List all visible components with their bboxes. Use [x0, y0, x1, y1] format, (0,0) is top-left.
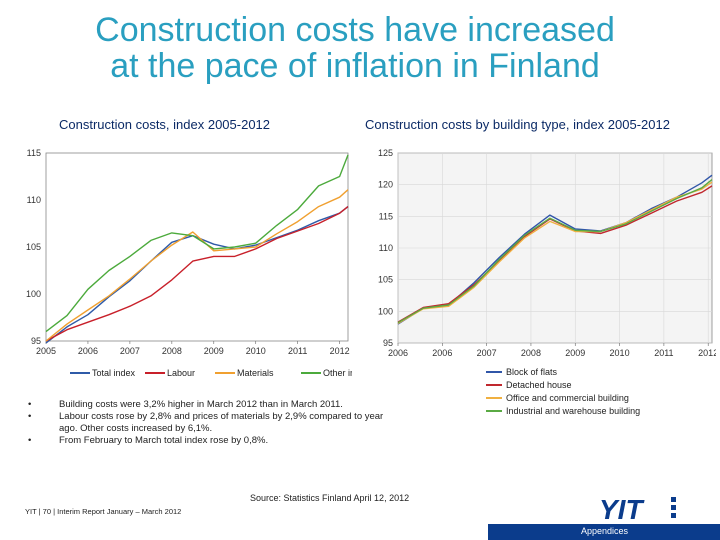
note-item: • From February to March total index rose… — [28, 435, 388, 447]
note-item: • Building costs were 3,2% higher in Marc… — [28, 399, 388, 411]
legend-label: Detached house — [506, 380, 572, 390]
building-type-cost-index-chart: 95 100 105 110 115 120 125 2006 2006 2007 2008 2009… — [378, 148, 716, 416]
bullet-icon: • — [28, 411, 32, 422]
x-tick-label: 2008 — [162, 346, 182, 356]
note-text: Building costs were 3,2% higher in March… — [59, 399, 343, 410]
footer-text: YIT | 70 | Interim Report January – Marc… — [25, 507, 182, 516]
x-tick-label: 2010 — [246, 346, 266, 356]
y-tick-label: 110 — [379, 243, 393, 253]
y-tick-label: 115 — [379, 211, 393, 221]
note-text: Labour costs rose by 2,8% and prices of … — [59, 411, 384, 434]
legend-label: Total index — [92, 368, 136, 378]
x-tick-label: 2012 — [330, 346, 350, 356]
y-tick-label: 120 — [378, 180, 393, 190]
bottom-bar: Appendices — [488, 524, 720, 540]
note-text: From February to March total index rose … — [59, 435, 269, 446]
legend-item: Detached house — [486, 380, 572, 390]
legend-label: Office and commercial building — [506, 393, 629, 403]
left-chart-heading: Construction costs, index 2005-2012 — [59, 117, 271, 132]
logo-dot — [671, 513, 676, 518]
slide-title-line-1: Construction costs have increased — [95, 11, 615, 49]
legend-label: Other inputs — [323, 368, 352, 378]
legend-item: Labour — [145, 368, 195, 378]
series-line — [45, 189, 349, 342]
y-tick-label: 110 — [27, 195, 41, 205]
x-tick-label: 2005 — [36, 346, 56, 356]
legend-item: Office and commercial building — [486, 393, 629, 403]
x-tick-label: 2006 — [78, 346, 98, 356]
legend-item: Industrial and warehouse building — [486, 406, 640, 416]
bullet-icon: • — [28, 399, 32, 410]
y-tick-label: 105 — [378, 275, 393, 285]
y-tick-label: 95 — [31, 336, 41, 346]
legend-item: Block of flats — [486, 367, 558, 377]
x-tick-label: 2012 — [698, 348, 716, 358]
bullet-icon: • — [28, 435, 32, 446]
x-tick-label: 2006 — [388, 348, 408, 358]
series-line — [397, 179, 713, 324]
x-tick-label: 2007 — [477, 348, 497, 358]
legend-item: Total index — [70, 368, 136, 378]
x-tick-label: 2007 — [120, 346, 140, 356]
slide-title-line-2: at the pace of inflation in Finland — [110, 47, 600, 85]
x-tick-label: 2008 — [521, 348, 541, 358]
x-tick-label: 2009 — [204, 346, 224, 356]
y-tick-label: 95 — [383, 338, 393, 348]
yit-logo-text: YIT — [599, 495, 645, 523]
series-line — [45, 206, 349, 342]
legend-item: Other inputs — [301, 368, 352, 378]
x-tick-label: 2011 — [654, 348, 673, 358]
slide-title: Construction costs have increased at the… — [0, 12, 710, 84]
y-tick-label: 105 — [26, 242, 41, 252]
yit-logo: YIT — [599, 495, 676, 523]
construction-cost-index-chart: 95 100 105 110 115 2005 2006 2007 2008 2009 2010 20… — [26, 148, 352, 378]
legend-item: Materials — [215, 368, 274, 378]
note-item: • Labour costs rose by 2,8% and prices of… — [28, 411, 388, 435]
legend-label: Block of flats — [506, 367, 558, 377]
source-note: Source: Statistics Finland April 12, 201… — [250, 493, 410, 503]
series-line — [45, 206, 349, 344]
y-tick-label: 100 — [378, 306, 393, 316]
notes-list: • Building costs were 3,2% higher in Marc… — [28, 399, 388, 447]
logo-dot — [671, 497, 676, 502]
series-line — [45, 154, 349, 333]
y-tick-label: 115 — [27, 148, 41, 158]
right-chart-heading: Construction costs by building type, ind… — [365, 117, 670, 132]
legend-label: Labour — [167, 368, 195, 378]
legend-label: Industrial and warehouse building — [506, 406, 640, 416]
legend-label: Materials — [237, 368, 274, 378]
x-tick-label: 2006 — [432, 348, 452, 358]
x-tick-label: 2011 — [288, 346, 307, 356]
appendices-label: Appendices — [580, 526, 628, 536]
x-tick-label: 2009 — [565, 348, 585, 358]
y-tick-label: 100 — [26, 289, 41, 299]
plot-area — [45, 152, 349, 342]
series-line — [397, 181, 713, 325]
y-tick-label: 125 — [378, 148, 393, 158]
x-tick-label: 2010 — [610, 348, 630, 358]
logo-dot — [671, 505, 676, 510]
